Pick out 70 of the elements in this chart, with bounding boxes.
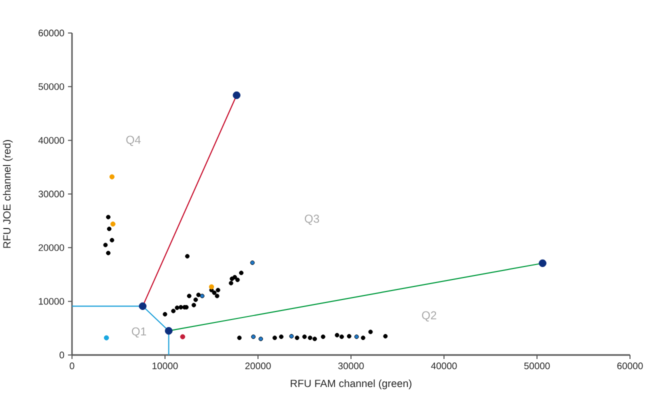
point [235, 278, 240, 282]
point [216, 288, 220, 292]
point [354, 334, 359, 339]
x-tick-label: 40000 [431, 362, 457, 370]
point [228, 280, 234, 286]
annotation: Q4 [126, 136, 141, 146]
point [212, 290, 217, 295]
y-tick-label: 60000 [38, 30, 64, 36]
x-axis-title: RFU FAM channel (green) [290, 379, 412, 390]
point [174, 306, 180, 310]
point [308, 336, 312, 340]
x-tick-label: 60000 [617, 362, 643, 370]
point [162, 312, 168, 316]
y-tick-label: 10000 [38, 298, 64, 305]
point [185, 254, 190, 258]
annotation: Q2 [422, 311, 436, 322]
point [334, 332, 340, 338]
point [196, 292, 201, 298]
point [312, 336, 317, 342]
point [346, 334, 352, 338]
point [164, 327, 173, 335]
x-tick-label: 20000 [245, 362, 271, 370]
y-axis-title: RFU JOE channel (red) [2, 140, 13, 248]
point [106, 226, 112, 232]
point [193, 297, 198, 302]
point [237, 336, 242, 340]
point [106, 214, 111, 220]
point [239, 270, 244, 276]
point [106, 250, 111, 256]
point [320, 334, 326, 339]
x-tick-label: 0 [70, 362, 74, 370]
point [192, 302, 196, 308]
y-tick-label: 40000 [38, 136, 64, 144]
point [258, 336, 264, 342]
point [110, 222, 116, 227]
point [368, 330, 373, 334]
point [178, 304, 184, 310]
point [186, 294, 192, 298]
point [103, 242, 108, 248]
annotation: Q3 [304, 214, 320, 225]
point [272, 336, 277, 340]
point [109, 174, 115, 180]
point [180, 334, 186, 340]
point [171, 308, 176, 314]
point [538, 259, 546, 268]
point [302, 334, 307, 339]
point [289, 334, 294, 338]
point [214, 294, 220, 298]
point [200, 294, 204, 298]
point [383, 334, 388, 338]
point [110, 238, 114, 242]
point [250, 260, 255, 265]
point [232, 91, 240, 100]
point [294, 336, 300, 340]
point [208, 284, 214, 290]
x-tick-label: 30000 [338, 362, 364, 370]
point [279, 334, 284, 339]
y-tick-label: 0 [60, 352, 64, 358]
y-tick-label: 30000 [38, 190, 64, 198]
point [138, 302, 147, 310]
x-tick-label: 50000 [524, 362, 550, 370]
annotation: Q1 [132, 327, 146, 338]
y-tick-label: 50000 [38, 83, 64, 90]
point [251, 334, 256, 339]
point [339, 334, 344, 339]
point [232, 274, 237, 280]
point [104, 335, 109, 340]
y-tick-label: 20000 [38, 244, 64, 252]
point [360, 336, 366, 340]
x-tick-label: 10000 [152, 362, 178, 370]
